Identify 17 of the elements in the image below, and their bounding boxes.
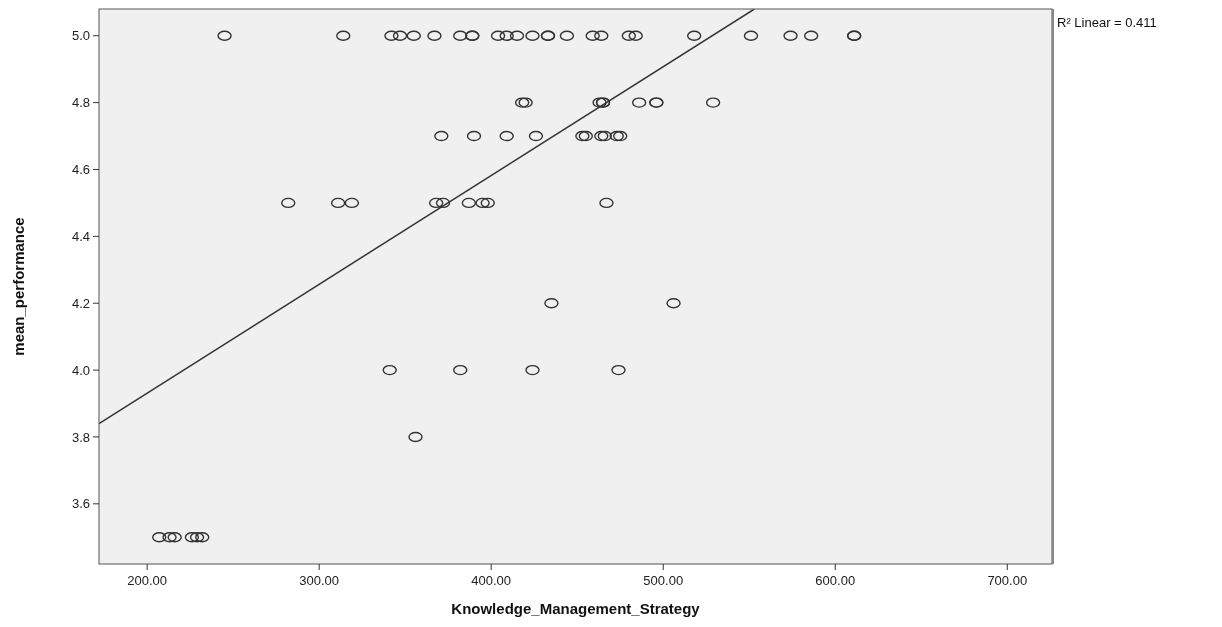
x-tick-label: 700.00: [987, 573, 1028, 588]
y-tick-label: 3.8: [71, 429, 90, 445]
x-axis-title: Knowledge_Management_Strategy: [451, 600, 701, 617]
y-axis-title: mean_performance: [10, 217, 27, 356]
y-tick-label: 4.2: [71, 295, 90, 311]
y-tick-label: 4.8: [71, 95, 90, 111]
x-tick-label: 400.00: [471, 573, 512, 588]
x-tick-label: 600.00: [815, 573, 856, 588]
text: R² Linear = 0.411: [1057, 15, 1157, 30]
y-tick-label: 5.0: [71, 28, 90, 44]
y-tick-label: 4.4: [71, 228, 90, 244]
y-tick-label: 4.6: [71, 162, 90, 178]
y-tick-label: 3.6: [71, 496, 90, 512]
x-tick-label: 200.00: [127, 573, 168, 588]
y-tick-label: 4.0: [71, 362, 90, 378]
x-tick-label: 500.00: [643, 573, 684, 588]
x-tick-label: 300.00: [299, 573, 340, 588]
